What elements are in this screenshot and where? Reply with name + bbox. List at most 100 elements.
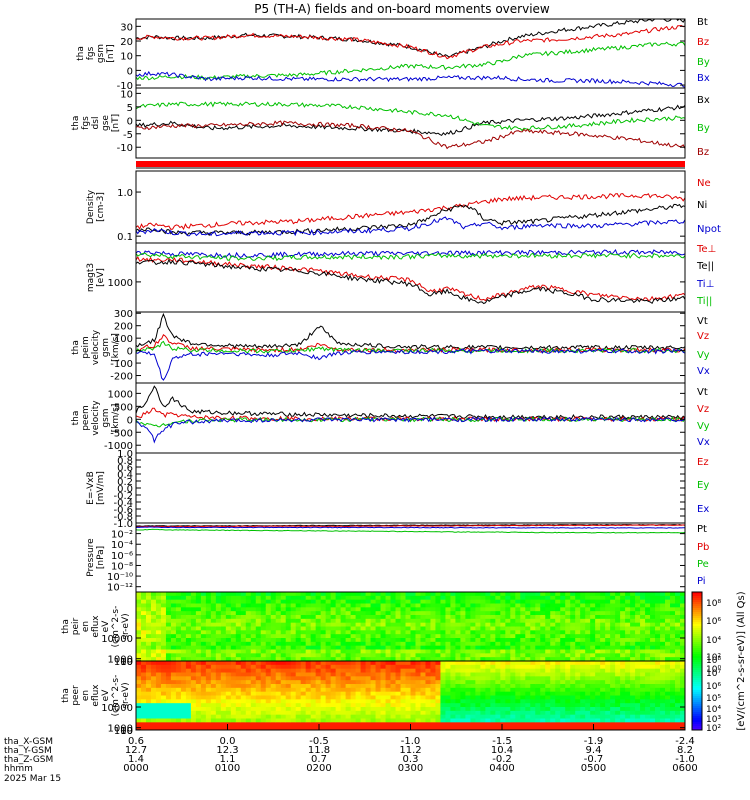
spectrogram-cell (545, 718, 551, 723)
spectrogram-cell (420, 664, 427, 670)
spectrogram-cell (190, 718, 197, 723)
spectrogram-cell (390, 603, 397, 608)
spectrogram-cell (270, 641, 277, 647)
spectrogram-cell (145, 687, 152, 693)
spectrogram-cell (530, 630, 536, 635)
spectrogram-cell (390, 687, 397, 693)
spectrogram-cell (495, 630, 501, 635)
spectrogram-cell (400, 607, 407, 612)
spectrogram-cell (580, 722, 586, 727)
ylabel-line: tha (71, 411, 81, 426)
spectrogram-cell (265, 672, 272, 677)
colorbar-cell (692, 708, 702, 711)
spectrogram-cell (655, 687, 661, 693)
spectrogram-cell (195, 626, 202, 631)
spectrogram-cell (210, 703, 217, 708)
legend-vt: Vt (697, 316, 708, 327)
spectrogram-cell (565, 592, 571, 597)
spectrogram-cell (315, 687, 322, 693)
spectrogram-cell (420, 645, 427, 651)
spectrogram-cell (530, 599, 536, 605)
spectrogram-cell (140, 664, 147, 670)
xaxis-value: -0.5 (309, 736, 329, 747)
spectrogram-cell (180, 680, 187, 685)
spectrogram-cell (500, 684, 506, 689)
spectrogram-cell (270, 649, 277, 654)
spectrogram-cell (335, 595, 342, 601)
spectrogram-cell (375, 703, 382, 708)
spectrogram-cell (290, 622, 297, 628)
colorbar-cell (692, 688, 702, 691)
spectrogram-cell (290, 726, 297, 730)
spectrogram-cell (290, 714, 297, 720)
spectrogram-cell (225, 630, 232, 635)
spectrogram-cell (565, 664, 571, 670)
spectrogram-cell (655, 680, 661, 685)
spectrogram-cell (680, 611, 685, 616)
spectrogram-cell (665, 691, 671, 697)
ylabel-line: velocity (91, 329, 101, 365)
spectrogram-cell (440, 680, 447, 685)
spectrogram-cell (585, 595, 591, 601)
spectrogram-cell (210, 630, 217, 635)
series-te (136, 256, 685, 302)
spectrogram-cell (465, 615, 471, 620)
spectrogram-cell (610, 676, 616, 681)
spectrogram-cell (535, 718, 541, 723)
spectrogram-cell (155, 645, 162, 651)
spectrogram-cell (375, 726, 382, 730)
spectrogram-cell (275, 661, 282, 666)
spectrogram-cell (620, 661, 626, 666)
spectrogram-cell (665, 722, 671, 727)
spectrogram-cell (210, 664, 217, 670)
spectrogram-cell (380, 657, 387, 661)
spectrogram-cell (340, 687, 347, 693)
colorbar-tick: 10⁴ (706, 636, 721, 646)
spectrogram-cell (410, 645, 417, 651)
spectrogram-cell (175, 645, 182, 651)
spectrogram-cell (570, 645, 576, 651)
spectrogram-cell (605, 691, 611, 697)
spectrogram-cell (515, 607, 521, 612)
spectrogram-cell (535, 722, 541, 727)
spectrogram-cell (505, 661, 511, 666)
spectrogram-cell (540, 641, 546, 647)
spectrogram-cell (620, 668, 626, 674)
spectrogram-cell (385, 630, 392, 635)
spectrogram-cell (145, 714, 152, 720)
spectrogram-cell (600, 722, 606, 727)
spectrogram-cell (560, 668, 566, 674)
spectrogram-cell (170, 641, 177, 647)
spectrogram-cell (490, 611, 496, 616)
colorbar-cell (692, 622, 702, 625)
spectrogram-cell (220, 718, 227, 723)
spectrogram-cell (675, 661, 681, 666)
spectrogram-cell (405, 653, 412, 658)
spectrogram-cell (295, 664, 302, 670)
spectrogram-cell (615, 718, 621, 723)
spectrogram-cell (440, 695, 447, 700)
spectrogram-cell (615, 722, 621, 727)
spectrogram-cell (580, 611, 586, 616)
spectrogram-cell (215, 661, 222, 666)
spectrogram-cell (260, 630, 267, 635)
spectrogram-cell (560, 634, 566, 639)
spectrogram-cell (630, 607, 636, 612)
spectrogram-cell (525, 684, 531, 689)
spectrogram-cell (570, 595, 576, 601)
spectrogram-cell (570, 718, 576, 723)
spectrogram-cell (405, 626, 412, 631)
spectrogram-cell (295, 676, 302, 681)
spectrogram-cell (205, 710, 212, 716)
spectrogram-cell (410, 599, 417, 605)
spectrogram-cell (560, 687, 566, 693)
spectrogram-cell (545, 726, 551, 730)
spectrogram-cell (215, 664, 222, 670)
spectrogram-cell (680, 684, 685, 689)
spectrogram-cell (655, 622, 661, 628)
spectrogram-cell (365, 726, 372, 730)
spectrogram-cell (620, 714, 626, 720)
spectrogram-cell (235, 684, 242, 689)
spectrogram-cell (195, 718, 202, 723)
spectrogram-cell (295, 710, 302, 716)
